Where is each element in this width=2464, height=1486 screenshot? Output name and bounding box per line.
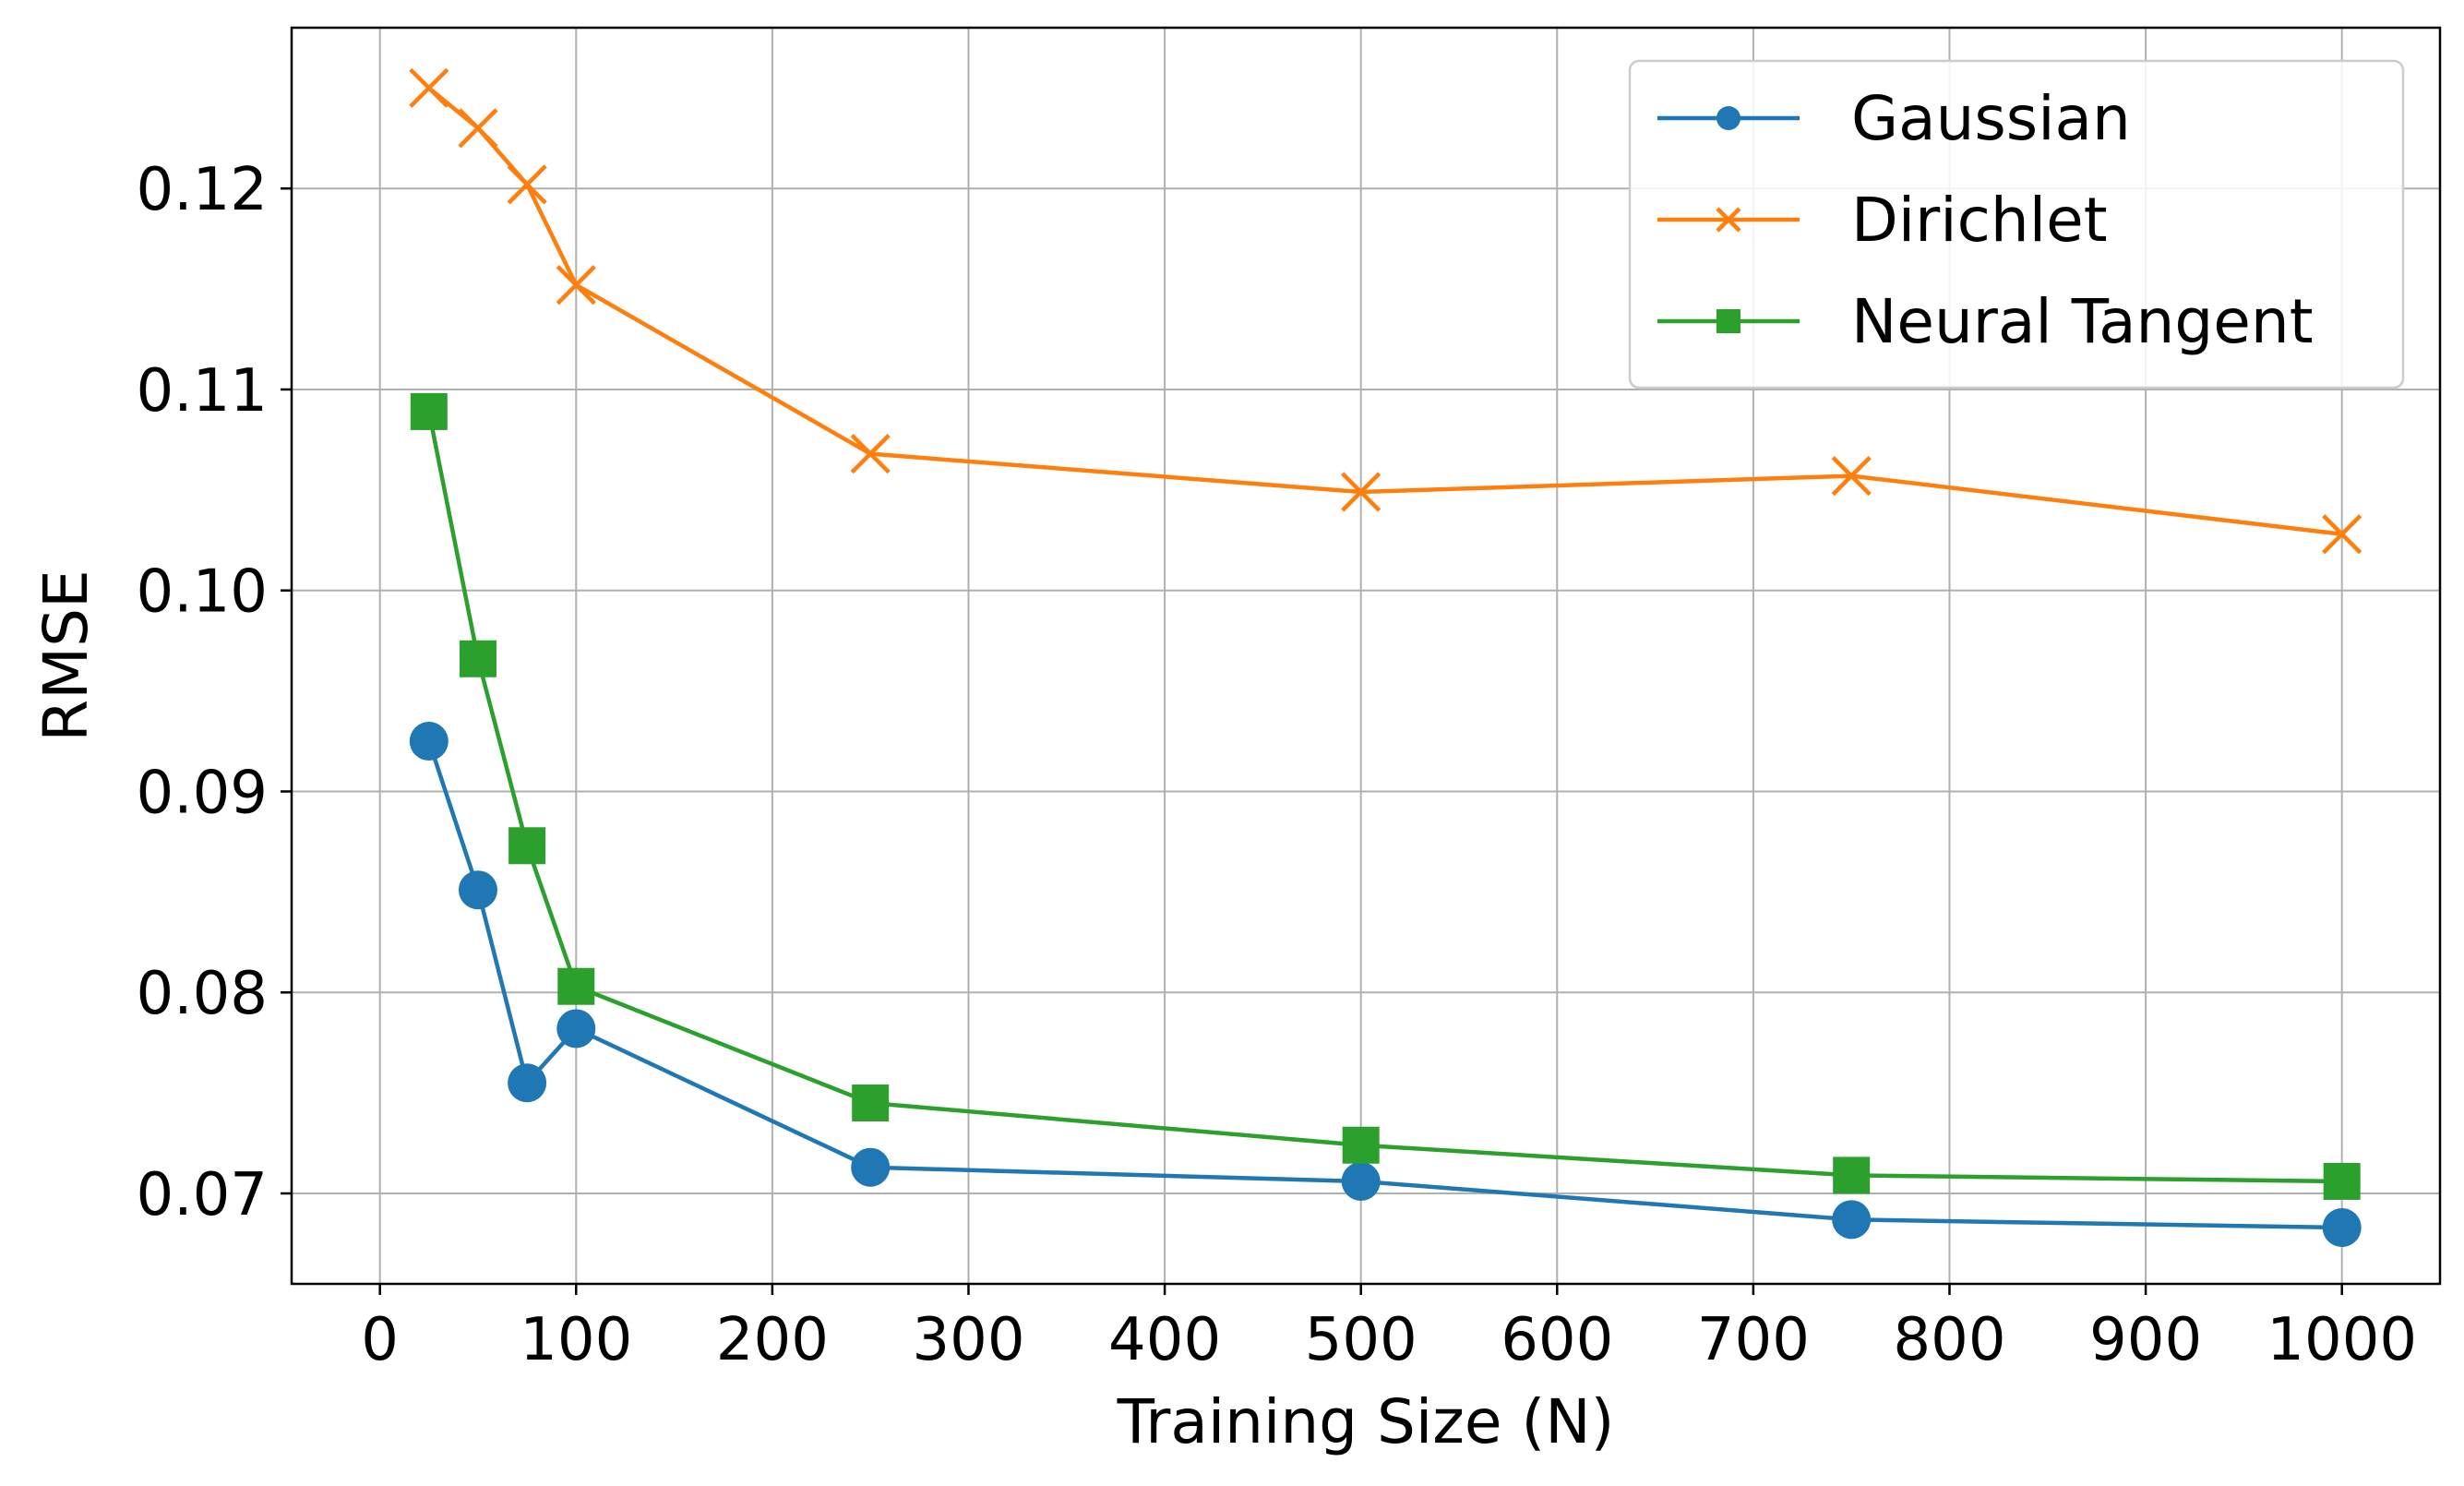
x-marker-stroke xyxy=(409,67,449,108)
x-tick-label: 400 xyxy=(1108,1306,1221,1374)
circle-marker xyxy=(2322,1208,2362,1248)
x-marker xyxy=(458,108,498,149)
x-tick-label: 500 xyxy=(1305,1306,1417,1374)
x-tick-label: 200 xyxy=(716,1306,829,1374)
series-layer xyxy=(409,67,2362,1248)
square-marker xyxy=(1716,309,1740,333)
legend-item: Neural Tangent xyxy=(1657,286,2314,357)
legend-item: Gaussian xyxy=(1657,83,2131,154)
legend-label: Neural Tangent xyxy=(1851,286,2314,357)
square-marker xyxy=(459,640,496,677)
circle-marker xyxy=(556,1009,596,1049)
legend-label: Dirichlet xyxy=(1851,185,2108,256)
x-tick-label: 600 xyxy=(1501,1306,1613,1374)
circle-marker xyxy=(458,870,497,910)
circle-marker xyxy=(1716,106,1740,130)
series-dirichlet xyxy=(409,67,2362,555)
square-marker xyxy=(1833,1156,1871,1194)
series-line xyxy=(426,411,2342,1184)
y-tick-label: 0.07 xyxy=(137,1161,269,1229)
x-marker-stroke xyxy=(507,164,547,205)
square-marker xyxy=(1342,1126,1380,1164)
circle-marker xyxy=(508,1063,547,1103)
square-marker xyxy=(557,967,595,1005)
y-tick-label: 0.11 xyxy=(137,357,269,425)
circle-marker xyxy=(851,1147,891,1187)
circle-marker xyxy=(1341,1161,1381,1201)
x-marker xyxy=(556,265,596,306)
legend-box xyxy=(1628,59,2405,389)
y-tick-label: 0.10 xyxy=(137,558,269,627)
x-marker xyxy=(850,434,891,474)
series-neural-tangent xyxy=(410,392,2361,1200)
circle-marker xyxy=(1832,1200,1872,1240)
legend: Gaussian Dirichlet Neural Tangent xyxy=(1628,59,2405,389)
y-axis-title: RMSE xyxy=(30,569,102,741)
x-tick-label: 300 xyxy=(912,1306,1024,1374)
x-marker-stroke xyxy=(1716,207,1741,233)
x-axis-title: Training Size (N) xyxy=(1117,1386,1615,1457)
x-marker-stroke xyxy=(458,108,498,149)
square-marker xyxy=(508,827,546,865)
x-tick-label: 100 xyxy=(520,1306,632,1374)
x-marker-stroke xyxy=(1341,472,1382,512)
series-line xyxy=(426,740,2342,1230)
square-marker xyxy=(2323,1162,2361,1200)
series-gaussian xyxy=(409,722,2362,1248)
x-tick-label: 0 xyxy=(361,1306,399,1374)
y-axis: 0.07 0.08 0.09 0.10 0.11 0.12 xyxy=(137,156,292,1229)
square-marker xyxy=(410,392,448,430)
x-tick-label: 1000 xyxy=(2267,1306,2417,1374)
x-marker-stroke xyxy=(1831,456,1872,497)
x-tick-label: 700 xyxy=(1697,1306,1810,1374)
y-tick-label: 0.09 xyxy=(137,759,269,827)
x-marker xyxy=(1341,472,1382,512)
square-marker xyxy=(852,1085,890,1122)
y-tick-label: 0.12 xyxy=(137,156,269,224)
x-marker-stroke xyxy=(556,265,596,306)
x-axis: 0 100 200 300 400 500 600 700 800 900 1000 xyxy=(361,1284,2417,1374)
circle-marker xyxy=(409,722,449,761)
x-tick-label: 800 xyxy=(1893,1306,2005,1374)
legend-item: Dirichlet xyxy=(1657,185,2108,256)
x-marker xyxy=(507,164,547,205)
x-marker xyxy=(1716,207,1741,233)
x-tick-label: 900 xyxy=(2089,1306,2202,1374)
legend-label: Gaussian xyxy=(1851,83,2131,154)
plot-frame xyxy=(290,26,2442,1286)
x-marker xyxy=(409,67,449,108)
x-marker xyxy=(1831,456,1872,497)
x-marker-stroke xyxy=(2322,514,2362,555)
x-marker-stroke xyxy=(850,434,891,474)
x-marker xyxy=(2322,514,2362,555)
y-tick-label: 0.08 xyxy=(137,960,269,1028)
